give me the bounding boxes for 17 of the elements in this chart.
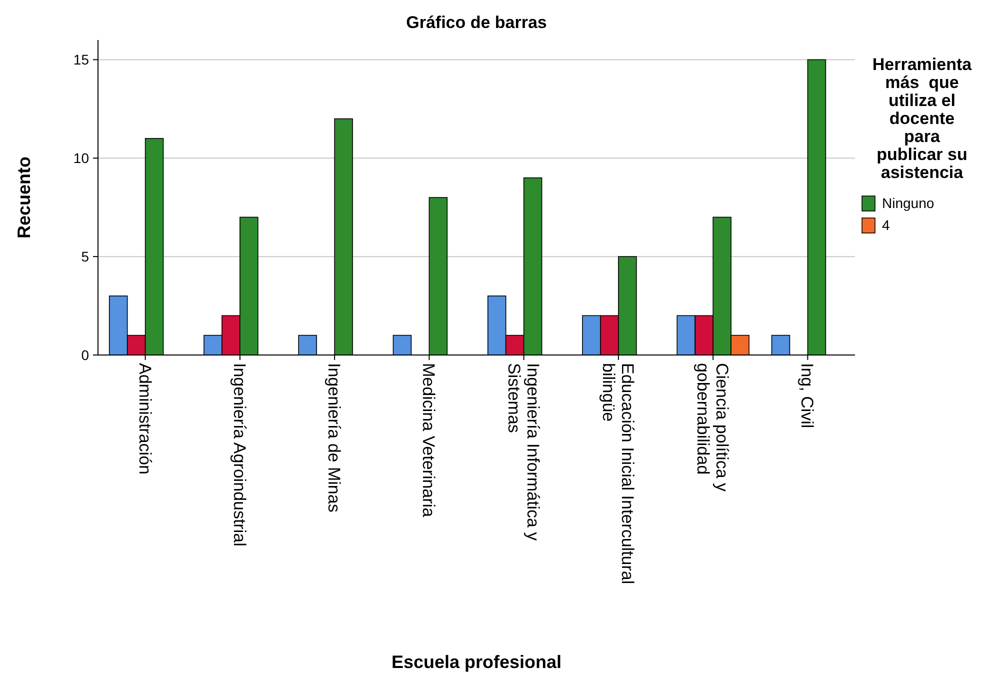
y-tick-label: 15 [73, 52, 90, 68]
legend-label: Ninguno [882, 195, 934, 211]
legend-label: 4 [882, 217, 890, 233]
x-tick-label: Medicina Veterinaria [419, 363, 438, 518]
x-tick-label: Educación Inicial Intercultural bilingüe [598, 363, 637, 584]
x-tick-label: Ing, Civil [798, 363, 817, 428]
y-tick-label: 5 [81, 248, 90, 264]
x-tick-label: Administración [135, 363, 154, 474]
y-tick-label: 0 [81, 346, 90, 363]
chart-title: Gráfico de barras [406, 13, 547, 32]
x-tick-label: Ingeniería Agroindustrial [230, 363, 249, 546]
y-tick-label: 10 [73, 150, 90, 166]
x-tick-label: Ingeniería Informática y Sistemas [504, 363, 542, 542]
legend-title: Herramienta más que utiliza el docente para publicar su asistencia [872, 55, 972, 182]
x-tick-label: Ingeniería de Minas [324, 363, 344, 512]
x-axis-title: Escuela profesional [391, 652, 562, 672]
y-axis-title: Recuento [14, 156, 34, 239]
